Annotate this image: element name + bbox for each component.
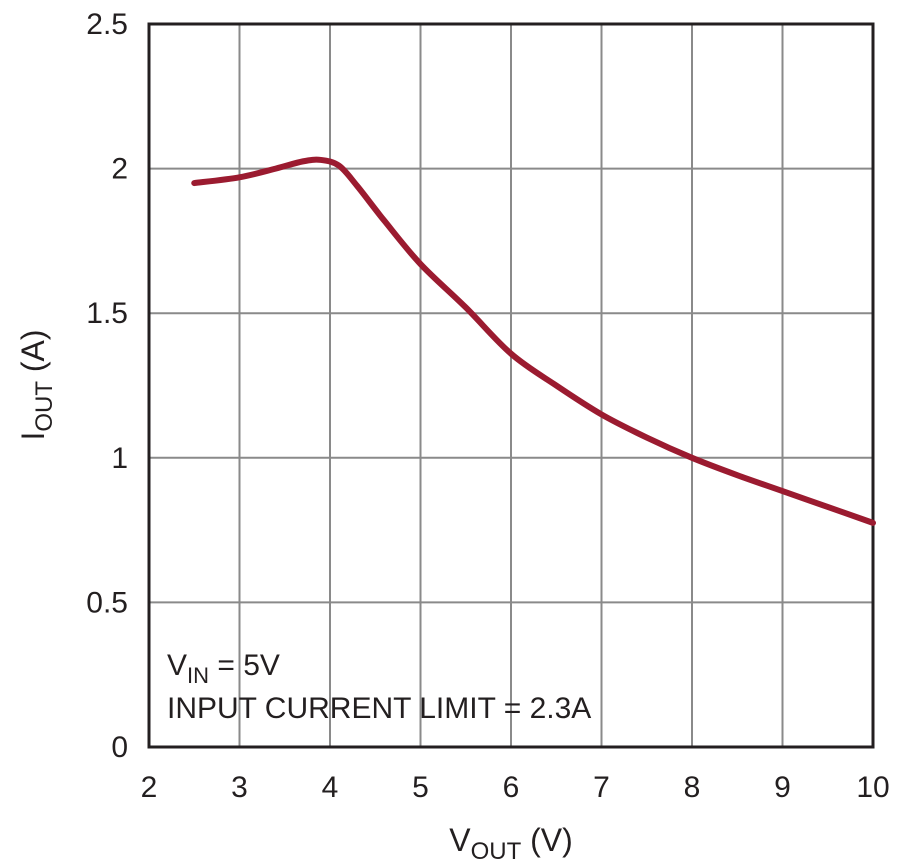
y-tick-label: 1 — [111, 442, 128, 475]
plot-frame — [147, 22, 875, 749]
y-tick-label: 2 — [111, 153, 128, 186]
x-tick-label: 10 — [856, 771, 889, 804]
series-line — [191, 156, 876, 526]
x-tick-label: 3 — [231, 771, 248, 804]
y-axis-label: IOUT (A) — [15, 329, 58, 440]
x-tick-label: 5 — [412, 771, 429, 804]
y-tick-label: 0 — [111, 731, 128, 764]
grid — [149, 24, 873, 747]
y-tick-label: 1.5 — [86, 297, 128, 330]
y-tick-labels: 0 0.5 1 1.5 2 2.5 — [86, 8, 128, 764]
x-axis-label: VOUT (V) — [449, 822, 573, 865]
x-tick-label: 4 — [322, 771, 339, 804]
x-tick-labels: 2 3 4 5 6 7 8 9 10 — [141, 771, 890, 804]
annotation-current-limit: INPUT CURRENT LIMIT = 2.3A — [167, 692, 591, 725]
y-tick-label: 0.5 — [86, 586, 128, 619]
x-tick-label: 6 — [503, 771, 520, 804]
annotation-vin: VIN = 5V — [167, 649, 280, 688]
x-tick-label: 2 — [141, 771, 158, 804]
x-tick-label: 8 — [684, 771, 701, 804]
x-tick-label: 7 — [593, 771, 610, 804]
y-tick-label: 2.5 — [86, 8, 128, 41]
x-tick-label: 9 — [774, 771, 791, 804]
